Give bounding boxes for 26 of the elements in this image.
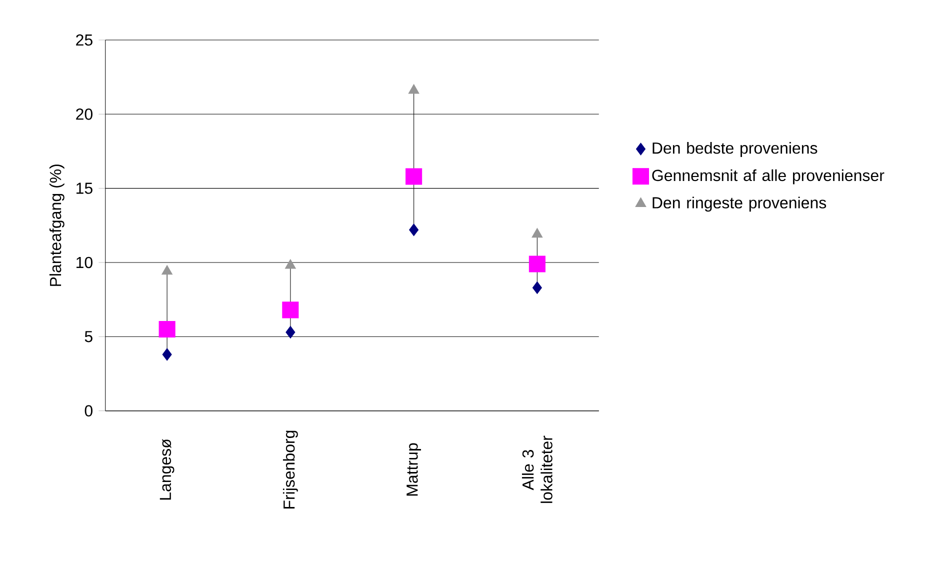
point (162, 348, 172, 361)
legend-label: Den ringeste proveniens (652, 196, 826, 212)
y-tick-label: 0 (84, 405, 92, 417)
point (284, 259, 296, 269)
x-tick-label: Langesø (160, 439, 174, 500)
point (528, 256, 546, 272)
y-axis-title: Planteafgang (%) (49, 164, 64, 286)
x-tick-label: Mattrup (406, 443, 421, 496)
point (286, 326, 296, 339)
y-tick-label: 20 (76, 108, 92, 120)
y-tick-label: 5 (84, 331, 92, 342)
legend-label: Gennemsnit af alle provenienser (652, 169, 884, 184)
point (408, 84, 420, 94)
y-tick-label: 15 (76, 182, 92, 194)
y-tick-label: 10 (76, 256, 92, 268)
point (532, 228, 543, 238)
point (409, 224, 419, 236)
point (282, 302, 299, 318)
point (158, 321, 176, 338)
point (406, 168, 422, 185)
x-tick-label: Frijsenborg (282, 430, 298, 509)
legend-label: Den bedste proveniens (652, 142, 818, 157)
point (532, 281, 542, 294)
x-tick-label: Alle 3 lokaliteter (522, 436, 552, 503)
point (162, 265, 173, 275)
y-tick-label: 25 (76, 34, 92, 46)
